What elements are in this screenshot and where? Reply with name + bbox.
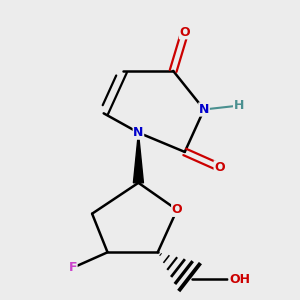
Text: O: O [214,161,225,174]
Text: F: F [68,261,77,274]
Text: N: N [199,103,209,116]
Text: H: H [234,99,244,112]
Polygon shape [134,133,143,183]
Text: O: O [179,26,190,39]
Text: N: N [133,126,144,139]
Text: O: O [172,203,182,216]
Text: OH: OH [229,273,250,286]
